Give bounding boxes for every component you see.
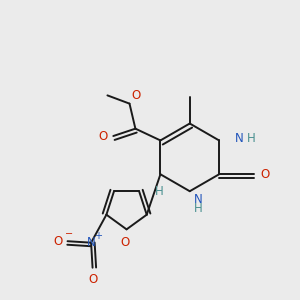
Text: −: − (65, 229, 73, 239)
Text: O: O (131, 88, 140, 102)
Text: O: O (88, 273, 97, 286)
Text: H: H (154, 184, 163, 198)
Text: O: O (121, 236, 130, 249)
Text: H: H (247, 133, 256, 146)
Text: O: O (260, 168, 269, 181)
Text: +: + (94, 231, 102, 241)
Text: N: N (235, 133, 244, 146)
Text: H: H (194, 202, 203, 215)
Text: O: O (99, 130, 108, 142)
Text: O: O (53, 235, 62, 248)
Text: N: N (87, 236, 95, 249)
Text: N: N (194, 193, 203, 206)
